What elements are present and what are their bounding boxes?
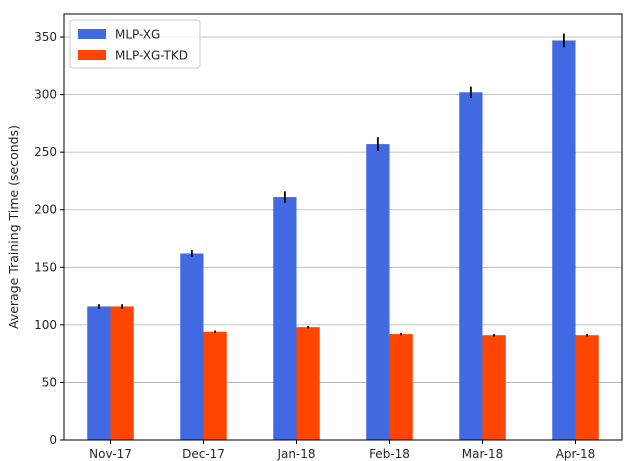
y-tick-label: 350	[34, 30, 57, 44]
x-tick-label: Feb-18	[369, 447, 410, 461]
y-axis-label: Average Training Time (seconds)	[6, 125, 21, 329]
y-tick-label: 200	[34, 203, 57, 217]
bar-mlp-xg-tkd-mar-18	[482, 335, 506, 440]
bars	[87, 40, 599, 440]
legend-swatch	[78, 29, 106, 39]
x-tick-label: Nov-17	[89, 447, 132, 461]
legend-label: MLP-XG-TKD	[115, 49, 188, 63]
bar-mlp-xg-mar-18	[459, 92, 483, 440]
bar-mlp-xg-feb-18	[366, 144, 390, 440]
y-tick-label: 0	[49, 433, 57, 447]
bar-mlp-xg-tkd-feb-18	[389, 334, 413, 440]
bar-mlp-xg-tkd-nov-17	[110, 306, 134, 440]
x-tick-label: Mar-18	[462, 447, 503, 461]
x-tick-label: Apr-18	[556, 447, 596, 461]
legend: MLP-XG MLP-XG-TKD	[69, 19, 201, 69]
y-tick-label: 300	[34, 88, 57, 102]
x-axis: Nov-17 Dec-17 Jan-18 Feb-18 Mar-18 Apr-18	[89, 440, 595, 461]
bar-mlp-xg-jan-18	[273, 197, 297, 440]
y-tick-label: 100	[34, 318, 57, 332]
bar-mlp-xg-tkd-jan-18	[296, 327, 320, 440]
bar-mlp-xg-apr-18	[552, 40, 576, 440]
y-tick-label: 250	[34, 145, 57, 159]
error-bars	[97, 33, 589, 337]
bar-mlp-xg-dec-17	[180, 253, 204, 440]
y-tick-label: 150	[34, 260, 57, 274]
bar-mlp-xg-nov-17	[87, 306, 111, 440]
grid-lines	[64, 36, 622, 441]
legend-swatch	[78, 50, 106, 60]
bar-mlp-xg-tkd-dec-17	[203, 331, 227, 440]
y-axis: 0 50 100 150 200 250 300 350	[34, 30, 64, 447]
x-tick-label: Dec-17	[182, 447, 225, 461]
plot-frame	[63, 13, 623, 441]
y-tick-label: 50	[42, 375, 57, 389]
bar-mlp-xg-tkd-apr-18	[575, 335, 599, 440]
x-tick-label: Jan-18	[276, 447, 315, 461]
legend-label: MLP-XG	[115, 28, 160, 42]
